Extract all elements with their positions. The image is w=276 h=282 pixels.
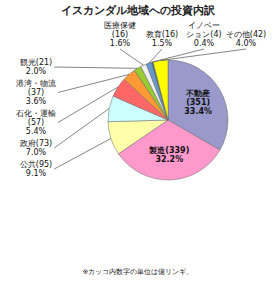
label-line: 政府(73) <box>20 139 52 148</box>
slices <box>108 60 228 180</box>
slice-labels: 不動産(351)33.4% 製造(339)32.2% 医療保健(16)1.6% 教育(… <box>16 21 266 178</box>
label-line: 1.5% <box>152 39 173 48</box>
label-line: 石化・運輸 <box>16 109 56 118</box>
label-line: 32.2% <box>155 155 183 164</box>
leader-line <box>54 67 137 68</box>
label-line: 港湾・物流 <box>16 79 56 88</box>
label-line: (16) <box>112 30 128 39</box>
leader-line <box>120 49 144 65</box>
leader-line <box>54 139 111 169</box>
chart-container: イスカンダル地域への投資内訳不動産(351)33.4% 製造(339)32.2% 医… <box>0 0 276 282</box>
slice-label: その他(42)4.0% <box>226 30 266 48</box>
slice-label: 教育(16)1.5% <box>146 30 178 48</box>
leader-line <box>58 74 129 92</box>
leader-lines <box>54 49 246 169</box>
label-line: 2.0% <box>26 67 47 76</box>
slice-label: 不動産(351)33.4% <box>184 88 212 116</box>
label-line: 1.6% <box>110 39 131 48</box>
slice-label: イノベーション(4)0.4% <box>186 21 221 48</box>
label-line: 0.4% <box>194 39 215 48</box>
pie-chart: イスカンダル地域への投資内訳不動産(351)33.4% 製造(339)32.2% 医… <box>0 0 276 282</box>
leader-line <box>160 49 246 60</box>
leader-line <box>54 109 109 148</box>
label-line: 33.4% <box>184 107 212 116</box>
label-line: ション(4) <box>186 30 221 39</box>
label-line: 9.1% <box>26 169 47 178</box>
label-line: 観光(21) <box>20 58 52 67</box>
slice-label: 港湾・物流(37)3.6% <box>16 79 56 106</box>
label-line: 3.6% <box>26 97 47 106</box>
label-line: 医療保健 <box>104 21 136 30</box>
label-line: 教育(16) <box>146 30 178 39</box>
label-line: (351) <box>186 98 210 107</box>
label-line: 不動産 <box>185 88 210 98</box>
label-line: 公共(95) <box>20 160 52 169</box>
slice-label: 政府(73)7.0% <box>20 139 52 157</box>
label-line: 4.0% <box>236 39 257 48</box>
label-line: 5.4% <box>26 127 47 136</box>
label-line: (37) <box>28 88 44 97</box>
chart-title: イスカンダル地域への投資内訳 <box>61 4 216 17</box>
leader-line <box>58 87 118 122</box>
label-line: イノベー <box>188 21 220 30</box>
label-line: 7.0% <box>26 148 47 157</box>
pie-slice <box>153 60 168 120</box>
slice-label: 公共(95)9.1% <box>20 160 52 178</box>
slice-label: 医療保健(16)1.6% <box>104 21 136 48</box>
label-line: (57) <box>28 118 44 127</box>
label-line: 製造(339) <box>148 146 189 155</box>
slice-label: 製造(339)32.2% <box>148 146 189 164</box>
label-line: その他(42) <box>226 30 266 39</box>
footnote: ※カッコ内数字の単位は億リンギ。 <box>83 268 194 276</box>
slice-label: 石化・運輸(57)5.4% <box>16 109 56 136</box>
slice-label: 観光(21)2.0% <box>20 58 52 76</box>
